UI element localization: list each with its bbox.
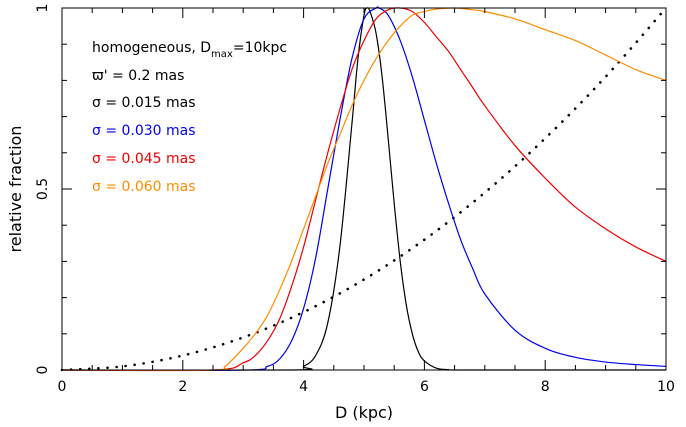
x-tick-label: 10 <box>657 379 675 395</box>
y-axis-label: relative fraction <box>6 126 25 253</box>
x-tick-label: 6 <box>420 379 429 395</box>
x-tick-label: 4 <box>299 379 308 395</box>
annotation-line-2: ϖ' = 0.2 mas <box>92 68 184 84</box>
annotation-line-3: σ = 0.015 mas <box>92 95 196 111</box>
series-sigma-0015-line <box>61 7 667 371</box>
x-tick-label: 8 <box>541 379 550 395</box>
annotation-line-1: homogeneous, Dmax=10kpc <box>92 40 287 60</box>
x-tick-label: 2 <box>178 379 187 395</box>
annotation-line-5: σ = 0.045 mas <box>92 151 196 167</box>
x-tick-label: 0 <box>58 379 67 395</box>
annotation-line-6: σ = 0.060 mas <box>92 179 196 195</box>
annotation-line-1-subscript: max <box>211 49 233 60</box>
y-tick-label: 1 <box>35 4 51 13</box>
series-sigma-0030-line <box>61 6 667 371</box>
y-tick-label: 0 <box>35 366 51 375</box>
series-sigma-0060-line <box>61 7 667 371</box>
series-layer <box>60 6 668 372</box>
y-tick-label: 0.5 <box>35 178 51 200</box>
x-axis-label: D (kpc) <box>335 403 393 422</box>
ticks-layer: 0 2 4 6 8 10 0 0.5 1 <box>35 4 675 395</box>
series-sigma-0045-line <box>61 7 667 372</box>
annotation-line-1-suffix: =10kpc <box>233 40 287 56</box>
annotation-line-4: σ = 0.030 mas <box>92 123 196 139</box>
annotation-line-1-prefix: homogeneous, D <box>92 40 211 56</box>
annotation-block: homogeneous, Dmax=10kpc ϖ' = 0.2 mas σ =… <box>92 40 287 195</box>
